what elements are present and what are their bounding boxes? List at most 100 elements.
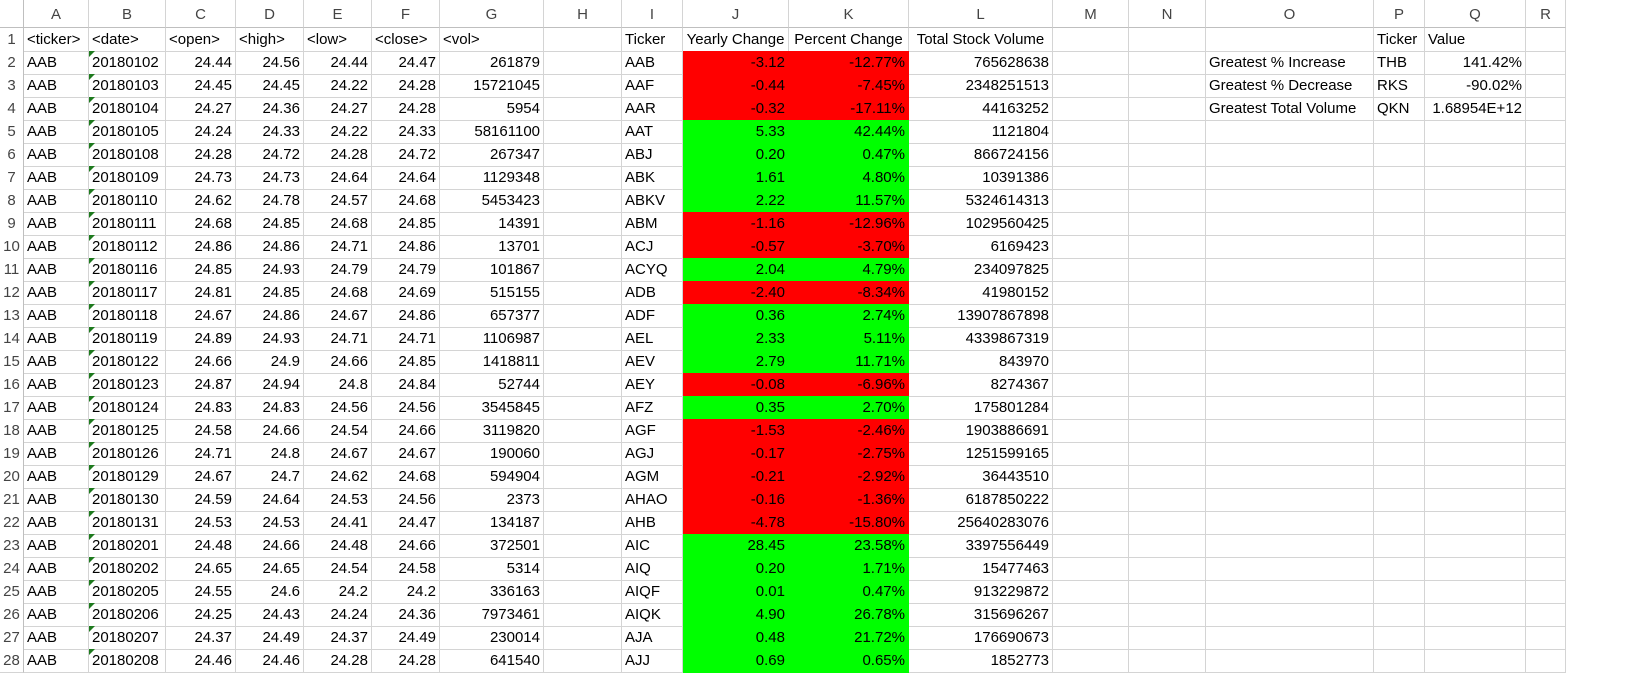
empty-cell[interactable]	[544, 649, 622, 673]
ticker-cell[interactable]: AAB	[24, 557, 89, 581]
row-header[interactable]: 12	[0, 281, 24, 305]
empty-cell[interactable]	[1425, 442, 1526, 466]
value-cell[interactable]: 24.64	[304, 166, 372, 190]
value-cell[interactable]: 24.54	[304, 419, 372, 443]
yearly-change-cell[interactable]: 0.48	[683, 626, 789, 650]
date-cell[interactable]: 20180123	[89, 373, 166, 397]
ticker-cell[interactable]: AAB	[24, 212, 89, 236]
summary-ticker-cell[interactable]: AGM	[622, 465, 683, 489]
yearly-change-cell[interactable]: 0.35	[683, 396, 789, 420]
empty-cell[interactable]	[1374, 212, 1425, 236]
empty-cell[interactable]	[1425, 511, 1526, 535]
empty-cell[interactable]	[1526, 120, 1566, 144]
empty-cell[interactable]	[1206, 235, 1374, 259]
empty-cell[interactable]	[1526, 350, 1566, 374]
ticker-cell[interactable]: AAB	[24, 580, 89, 604]
empty-cell[interactable]	[544, 511, 622, 535]
value-cell[interactable]: 24.62	[304, 465, 372, 489]
value-cell[interactable]: 24.22	[304, 74, 372, 98]
empty-cell[interactable]	[1206, 419, 1374, 443]
ticker-cell[interactable]: AAB	[24, 396, 89, 420]
value-cell[interactable]: 24.68	[304, 212, 372, 236]
date-cell[interactable]: 20180110	[89, 189, 166, 213]
summary-ticker-cell[interactable]: AHB	[622, 511, 683, 535]
value-cell[interactable]: 52744	[440, 373, 544, 397]
empty-cell[interactable]	[1053, 603, 1129, 627]
empty-cell[interactable]	[1129, 580, 1206, 604]
empty-cell[interactable]	[1526, 511, 1566, 535]
empty-cell[interactable]	[1526, 51, 1566, 75]
value-cell[interactable]: 24.83	[236, 396, 304, 420]
value-cell[interactable]: 101867	[440, 258, 544, 282]
summary-ticker-cell[interactable]: AJA	[622, 626, 683, 650]
empty-cell[interactable]	[1053, 511, 1129, 535]
empty-cell[interactable]	[1425, 626, 1526, 650]
value-cell[interactable]: 24.62	[166, 189, 236, 213]
column-header[interactable]: M	[1053, 0, 1129, 28]
yearly-change-cell[interactable]: 1.61	[683, 166, 789, 190]
empty-cell[interactable]	[1129, 465, 1206, 489]
total-volume-cell[interactable]: 1903886691	[909, 419, 1053, 443]
greatest-header-ticker[interactable]: Ticker	[1374, 28, 1425, 52]
empty-cell[interactable]	[544, 396, 622, 420]
empty-cell[interactable]	[1129, 488, 1206, 512]
value-cell[interactable]: 5314	[440, 557, 544, 581]
summary-ticker-cell[interactable]: ACJ	[622, 235, 683, 259]
ticker-cell[interactable]: AAB	[24, 649, 89, 673]
value-cell[interactable]: 24.36	[236, 97, 304, 121]
empty-cell[interactable]	[544, 419, 622, 443]
value-cell[interactable]: 24.28	[304, 649, 372, 673]
value-cell[interactable]: 24.56	[236, 51, 304, 75]
greatest-ticker-cell[interactable]: THB	[1374, 51, 1425, 75]
empty-cell[interactable]	[1526, 557, 1566, 581]
summary-ticker-cell[interactable]: AEV	[622, 350, 683, 374]
value-cell[interactable]: 24.37	[304, 626, 372, 650]
value-cell[interactable]: 24.44	[166, 51, 236, 75]
value-cell[interactable]: 24.89	[166, 327, 236, 351]
ticker-cell[interactable]: AAB	[24, 166, 89, 190]
value-cell[interactable]: 24.27	[166, 97, 236, 121]
value-cell[interactable]: 24.67	[372, 442, 440, 466]
empty-cell[interactable]	[1053, 143, 1129, 167]
value-cell[interactable]: 24.86	[166, 235, 236, 259]
row-header[interactable]: 19	[0, 442, 24, 466]
row-header[interactable]: 18	[0, 419, 24, 443]
value-cell[interactable]: 24.41	[304, 511, 372, 535]
greatest-label-cell[interactable]: Greatest Total Volume	[1206, 97, 1374, 121]
ticker-cell[interactable]: AAB	[24, 74, 89, 98]
yearly-change-cell[interactable]: -0.08	[683, 373, 789, 397]
empty-cell[interactable]	[1053, 626, 1129, 650]
summary-ticker-cell[interactable]: ABKV	[622, 189, 683, 213]
value-cell[interactable]: 24.64	[236, 488, 304, 512]
empty-cell[interactable]	[1129, 166, 1206, 190]
empty-cell[interactable]	[1129, 327, 1206, 351]
column-header[interactable]: L	[909, 0, 1053, 28]
empty-cell[interactable]	[1526, 465, 1566, 489]
empty-cell[interactable]	[1206, 373, 1374, 397]
empty-cell[interactable]	[1526, 442, 1566, 466]
date-cell[interactable]: 20180122	[89, 350, 166, 374]
empty-cell[interactable]	[544, 235, 622, 259]
summary-ticker-cell[interactable]: ABK	[622, 166, 683, 190]
empty-cell[interactable]	[1374, 143, 1425, 167]
percent-change-cell[interactable]: 11.71%	[789, 350, 909, 374]
empty-cell[interactable]	[1206, 626, 1374, 650]
percent-change-cell[interactable]: 42.44%	[789, 120, 909, 144]
empty-cell[interactable]	[544, 534, 622, 558]
row-header[interactable]: 1	[0, 28, 24, 52]
summary-ticker-cell[interactable]: ABJ	[622, 143, 683, 167]
date-cell[interactable]: 20180118	[89, 304, 166, 328]
column-header[interactable]: Q	[1425, 0, 1526, 28]
date-cell[interactable]: 20180130	[89, 488, 166, 512]
value-cell[interactable]: 190060	[440, 442, 544, 466]
column-header[interactable]: K	[789, 0, 909, 28]
empty-cell[interactable]	[1129, 419, 1206, 443]
empty-cell[interactable]	[1206, 396, 1374, 420]
ticker-cell[interactable]: AAB	[24, 189, 89, 213]
yearly-change-cell[interactable]: -3.12	[683, 51, 789, 75]
empty-cell[interactable]	[1526, 603, 1566, 627]
value-cell[interactable]: 24.48	[166, 534, 236, 558]
empty-cell[interactable]	[1374, 580, 1425, 604]
column-header[interactable]: A	[24, 0, 89, 28]
empty-cell[interactable]	[544, 212, 622, 236]
